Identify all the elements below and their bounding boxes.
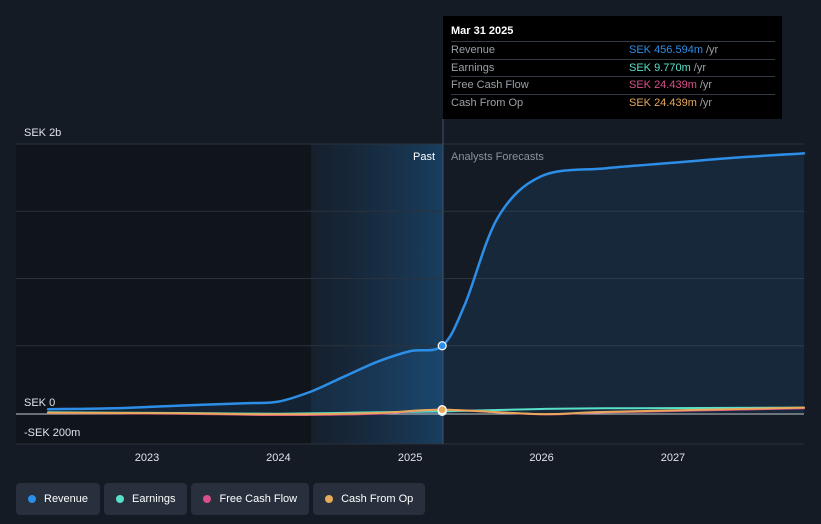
x-tick-label: 2023 [135,452,159,464]
legend-dot-icon [325,495,334,503]
x-tick-label: 2026 [529,452,553,464]
series-line-revenue [46,152,806,411]
y-label-bottom: -SEK 200m [24,427,80,439]
legend-dot-icon [203,495,212,503]
tooltip-label: Earnings [451,61,495,74]
x-tick-label: 2025 [398,452,422,464]
tooltip-label: Revenue [451,44,496,56]
tooltip-value: SEK 24.439m [629,79,697,91]
tooltip-label: Cash From Op [451,96,524,109]
tooltip: Mar 31 2025 Revenue SEK 456.594m /yr Ear… [443,16,782,119]
tooltip-unit: /yr [706,44,719,56]
legend-item-earnings[interactable]: Earnings [104,483,188,515]
series-lines [46,152,806,417]
legend-label: Cash From Op [341,493,414,505]
legend-dot-icon [28,495,36,503]
legend-label: Revenue [44,493,89,505]
tooltip-row-cash-from-op: Cash From Op SEK 24.439m /yr [451,93,775,112]
legend-item-revenue[interactable]: Revenue [16,483,101,515]
past-highlight-region [311,144,443,444]
legend-label: Free Cash Flow [219,493,298,505]
marker-cash-from-op [437,405,447,415]
series-markers [437,341,447,416]
x-axis: 2023 2024 2025 2026 2027 [135,452,685,464]
marker-revenue [437,341,447,351]
tooltip-date: Mar 31 2025 [451,25,514,37]
legend-item-free-cash-flow[interactable]: Free Cash Flow [191,483,310,515]
legend-label: Earnings [132,493,176,505]
series-line-cash-from-op [47,406,805,416]
revenue-area [48,153,804,413]
past-dark-region [16,144,311,444]
tooltip-unit: /yr [693,61,706,74]
tooltip-label: Free Cash Flow [451,79,529,91]
tooltip-row-earnings: Earnings SEK 9.770m /yr [451,58,775,77]
tooltip-unit: /yr [699,96,713,109]
tooltip-row-free-cash-flow: Free Cash Flow SEK 24.439m /yr [451,76,775,94]
past-label: Past [413,151,435,163]
legend-item-cash-from-op[interactable]: Cash From Op [313,483,426,515]
tooltip-row-revenue: Revenue SEK 456.594m /yr [451,41,775,59]
legend-dot-icon [116,495,125,503]
tooltip-unit: /yr [699,79,713,91]
x-tick-label: 2027 [661,452,685,464]
tooltip-value: SEK 24.439m [629,96,697,109]
x-tick-label: 2024 [266,452,290,464]
tooltip-value: SEK 9.770m [629,61,691,74]
forecast-label: Analysts Forecasts [451,151,544,163]
y-label-zero: SEK 0 [24,397,55,409]
legend: Revenue Earnings Free Cash Flow Cash Fro… [16,483,429,515]
revenue-area-fill [48,153,804,413]
y-label-top: SEK 2b [24,127,61,139]
tooltip-value: SEK 456.594m [629,44,703,56]
